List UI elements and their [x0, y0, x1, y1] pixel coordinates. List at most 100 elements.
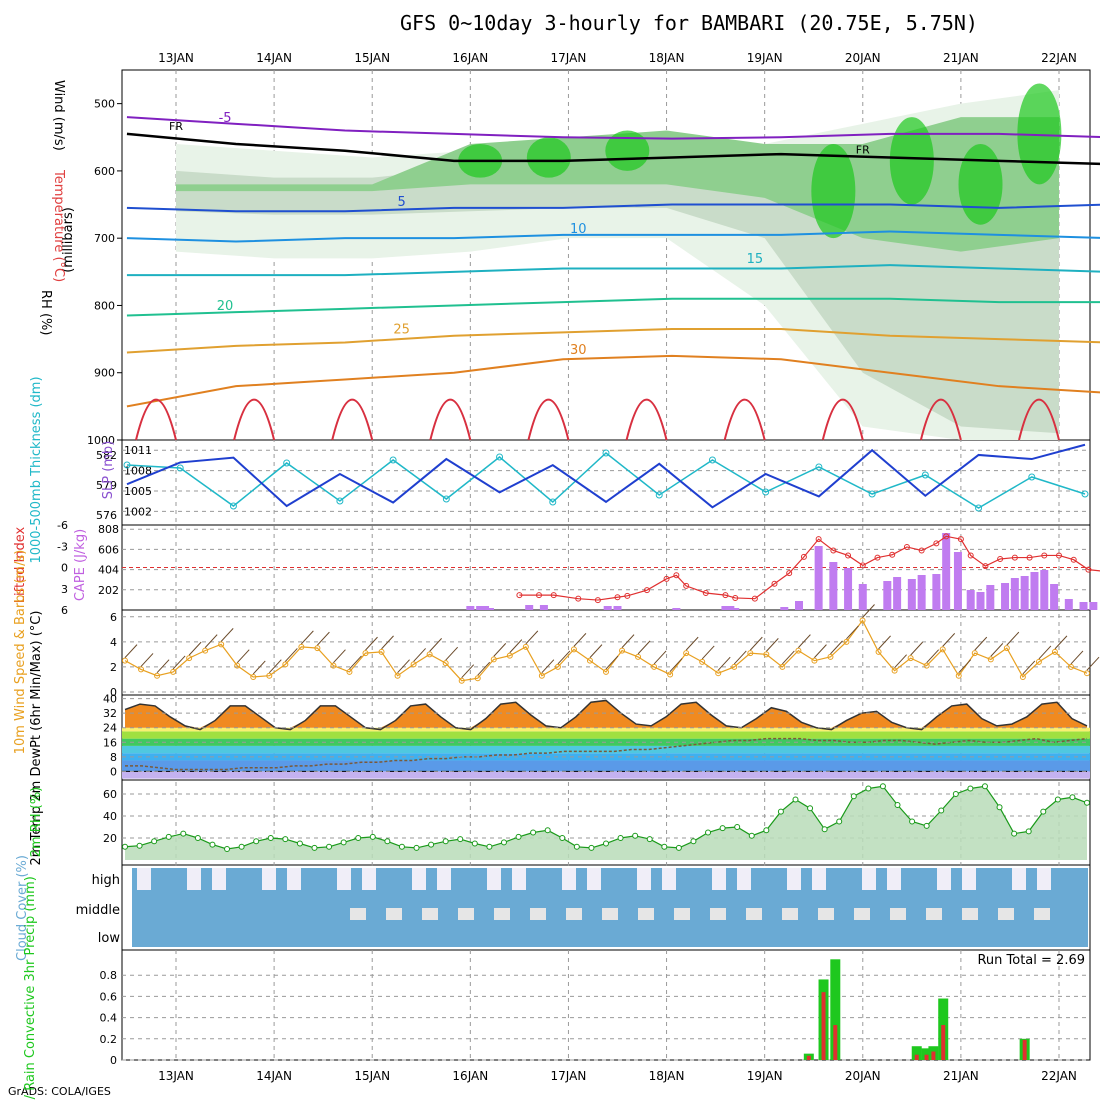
li-tick-label: 6	[61, 604, 68, 617]
wind-speed-point	[987, 656, 994, 663]
li-point	[683, 582, 690, 589]
thickness-point	[708, 456, 716, 464]
wind-speed-point	[122, 657, 128, 664]
rh-point	[1084, 799, 1090, 806]
li-point	[918, 547, 925, 554]
cape-bar	[481, 606, 490, 610]
bottom-date-label: 13JAN	[158, 1069, 194, 1083]
wind-barb	[461, 664, 475, 679]
top-date-label: 20JAN	[845, 51, 881, 65]
rh-tick-label: 60	[103, 788, 117, 801]
temp-contour-label: -5	[219, 111, 232, 126]
wind-speed-point	[1035, 658, 1042, 665]
li-point	[967, 552, 974, 559]
wind-speed-point	[330, 662, 337, 669]
wind-barb	[252, 660, 266, 675]
wind-barb	[172, 655, 186, 670]
pressure-tick-label: 1000	[87, 434, 115, 447]
temp-tick-label: 40	[103, 693, 117, 706]
cape-bar	[986, 585, 995, 610]
temp-contour-label: 10	[570, 222, 587, 237]
cloud-middle-gap	[710, 908, 726, 920]
precip-total-bar	[830, 959, 841, 1060]
bottom-date-label: 17JAN	[551, 1069, 587, 1083]
wind-barb	[284, 648, 298, 662]
cloud-high-gap	[437, 868, 451, 890]
wind-speed-point	[891, 667, 898, 674]
thickness-tick-label: 576	[96, 509, 117, 522]
top-date-label: 14JAN	[256, 51, 292, 65]
li-tick-label: -3	[57, 540, 68, 553]
wind-barb	[846, 625, 859, 640]
wind-barb	[429, 638, 443, 652]
wind-barb	[605, 655, 619, 670]
warm-contour	[233, 398, 276, 441]
cape-axis-label: CAPE (J/kg)	[73, 529, 88, 601]
temp-tick-label: 24	[103, 722, 117, 735]
wind-speed-point	[603, 668, 609, 675]
cape-bar	[1079, 602, 1088, 610]
rh-point	[209, 841, 216, 848]
wind-speed-point	[250, 673, 257, 680]
li-point	[957, 536, 964, 543]
wind-speed-point	[971, 650, 978, 657]
cloud-middle-gap	[566, 908, 582, 920]
rh-point	[894, 802, 901, 808]
li-point	[1011, 554, 1018, 561]
wind-barb	[1070, 650, 1084, 665]
temp-contour-label: 20	[217, 299, 234, 314]
rh-point	[748, 832, 755, 839]
thickness-point	[762, 488, 770, 496]
warm-contour	[625, 398, 668, 441]
warm-contour	[135, 398, 177, 441]
wind-speed-point	[218, 641, 225, 648]
cape-tick-label: 606	[98, 543, 119, 556]
rh-high-blob-3	[811, 144, 856, 239]
cloud-middle-gap	[926, 908, 942, 920]
li-point	[575, 595, 582, 602]
cloud-high-gap	[787, 868, 801, 890]
cape-bar	[525, 605, 534, 610]
thickness-point	[283, 459, 291, 467]
cape-tick-label: 404	[98, 564, 119, 577]
cape-bar	[1030, 572, 1039, 610]
cape-bar	[1050, 584, 1059, 610]
wind-speed-point	[651, 663, 658, 670]
rh-point	[340, 839, 347, 846]
li-point	[903, 543, 910, 550]
wind-speed-point	[426, 651, 433, 658]
temp-contour-label: 25	[393, 323, 410, 338]
wind-barb	[381, 635, 394, 650]
wind-tick-label: 2	[110, 661, 117, 674]
thickness-point	[336, 497, 344, 505]
wind-barb	[349, 655, 362, 670]
cape-bar	[858, 584, 867, 610]
temp-tick-label: 8	[110, 751, 117, 764]
cape-bar	[893, 577, 902, 610]
rh-high-blob-2	[605, 130, 650, 171]
cloud-middle-gap	[890, 908, 906, 920]
rh-point	[836, 818, 843, 825]
temp-contour-label: 30	[570, 343, 587, 358]
cape-bar	[1010, 578, 1019, 610]
rh-axis-label: RH (%)	[38, 290, 53, 335]
cloud-high-gap	[962, 868, 976, 890]
li-point	[550, 592, 557, 599]
rh-point	[398, 843, 405, 850]
cloud-high-gap	[262, 868, 276, 890]
thickness-point	[442, 495, 450, 503]
wind-speed-point	[731, 663, 738, 670]
rh-point	[1040, 808, 1047, 815]
cloud-middle-gap	[962, 908, 978, 920]
wind-speed-point	[170, 668, 177, 675]
top-date-label: 21JAN	[943, 51, 979, 65]
thickness-point	[602, 449, 610, 457]
cloud-layer-label: low	[98, 931, 121, 946]
li-point	[516, 592, 523, 599]
rh-point	[224, 846, 231, 852]
cape-bar	[672, 608, 681, 610]
rh-point	[763, 827, 770, 834]
rh-point	[909, 818, 916, 825]
li-point	[830, 547, 837, 554]
